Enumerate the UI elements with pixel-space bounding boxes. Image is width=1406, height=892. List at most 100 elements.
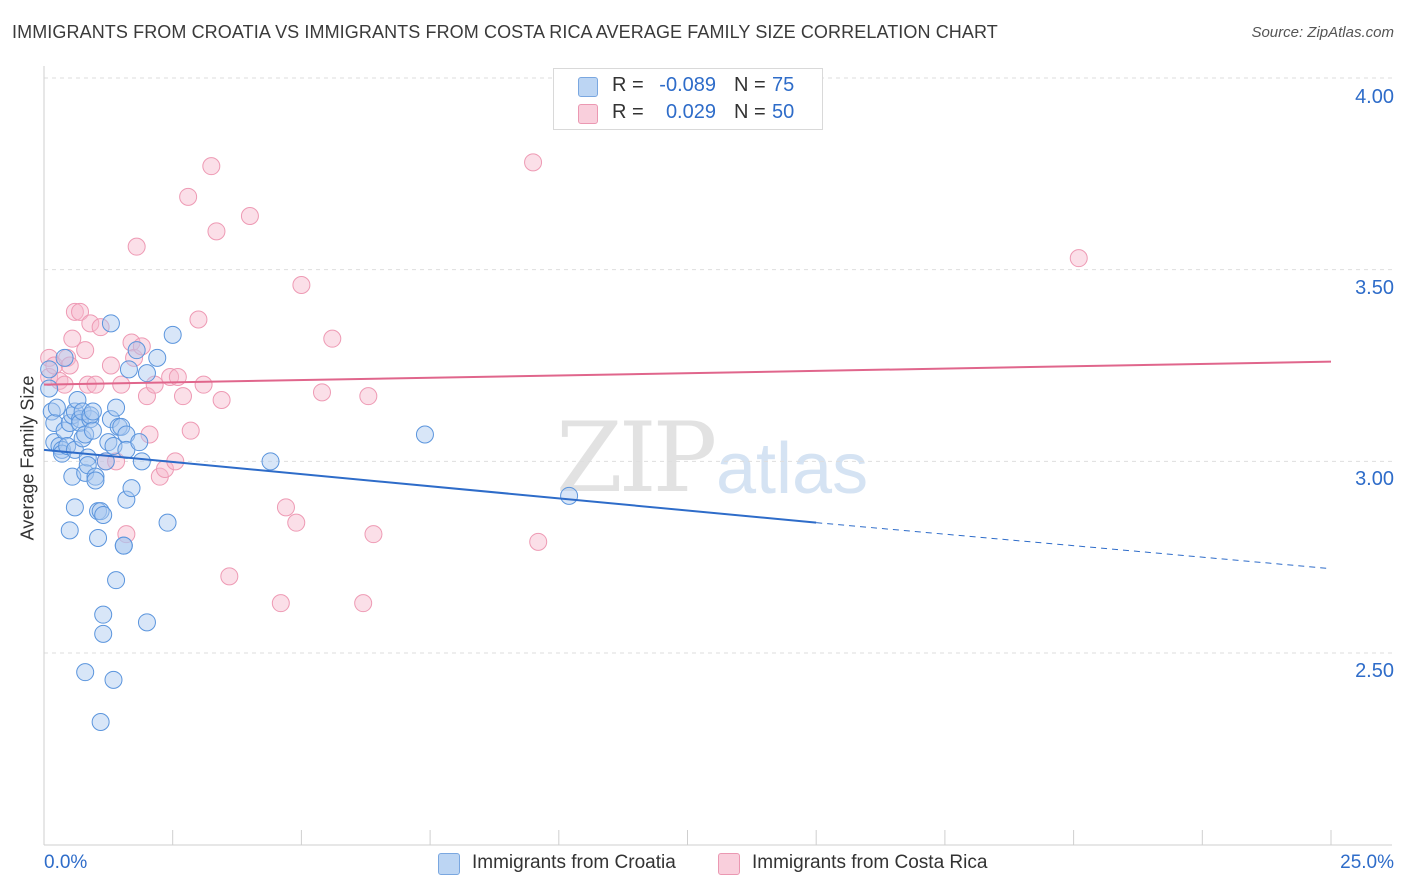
croatia-point: [130, 433, 149, 452]
y-axis-label: Average Family Size: [17, 375, 38, 541]
source-label: Source: ZipAtlas.com: [1251, 24, 1394, 41]
costa-rica-swatch: [578, 104, 598, 124]
croatia-point: [96, 452, 115, 471]
croatia-point: [55, 348, 74, 367]
croatia-point: [158, 513, 177, 532]
costa-rica-point: [91, 318, 110, 337]
costa-rica-point: [112, 375, 131, 394]
y-tick-label: 2.50: [1355, 660, 1394, 682]
grid-lines: [44, 77, 1392, 654]
axes: [43, 66, 1392, 846]
croatia-point: [137, 364, 156, 383]
croatia-point: [119, 360, 138, 379]
croatia-point: [148, 348, 167, 367]
costa-rica-point: [276, 498, 295, 517]
croatia-point: [86, 471, 105, 490]
costa-rica-point: [359, 387, 378, 406]
croatia-point: [137, 613, 156, 632]
croatia-point: [163, 325, 182, 344]
costa-rica-point: [81, 314, 100, 333]
y-tick-label: 4.00: [1355, 86, 1394, 108]
croatia-point: [86, 467, 105, 486]
costa-rica-point: [364, 525, 383, 544]
croatia-point: [40, 360, 59, 379]
croatia-point: [415, 425, 434, 444]
croatia-point: [114, 536, 133, 555]
legend-label: Immigrants from Costa Rica: [752, 852, 988, 873]
croatia-points: [40, 314, 579, 731]
costa-rica-point: [202, 157, 221, 176]
croatia-point: [68, 391, 87, 409]
n-value: 75: [772, 74, 795, 96]
costa-rica-point: [173, 387, 192, 406]
costa-rica-point: [312, 383, 331, 402]
croatia-point: [47, 398, 66, 417]
croatia-point: [91, 713, 110, 731]
costa-rica-point: [292, 276, 311, 294]
croatia-point: [101, 410, 120, 429]
costa-rica-point: [194, 375, 213, 394]
costa-rica-trend-line: [43, 360, 1332, 386]
costa-rica-point: [287, 513, 306, 532]
croatia-point: [107, 571, 126, 590]
costa-rica-swatch: [718, 853, 740, 875]
croatia-point: [132, 452, 151, 471]
croatia-point: [104, 670, 123, 689]
croatia-swatch: [578, 77, 598, 97]
croatia-point: [83, 402, 102, 421]
croatia-swatch: [438, 853, 460, 875]
costa-rica-point: [323, 329, 342, 348]
costa-rica-point: [189, 310, 208, 329]
costa-rica-point: [212, 391, 231, 409]
legend-label: Immigrants from Croatia: [472, 852, 676, 873]
croatia-point: [89, 529, 108, 547]
x-axis-min-label: 0.0%: [44, 852, 88, 873]
r-label: R =: [612, 74, 644, 96]
correlation-legend: R = -0.089 N = 75 R = 0.029 N = 50: [553, 68, 823, 130]
costa-rica-point: [240, 207, 259, 225]
costa-rica-points: [40, 153, 1088, 613]
croatia-point: [76, 663, 95, 682]
r-value: -0.089: [659, 74, 716, 96]
croatia-point: [127, 341, 146, 360]
trend-lines: [43, 360, 1332, 570]
r-value: 0.029: [665, 101, 716, 123]
costa-rica-point: [76, 341, 95, 360]
costa-rica-point: [524, 153, 543, 172]
costa-rica-point: [220, 567, 239, 586]
costa-rica-point: [63, 329, 82, 348]
y-tick-label: 3.50: [1355, 277, 1394, 299]
croatia-point: [60, 521, 79, 540]
croatia-point: [122, 479, 141, 498]
croatia-point: [65, 498, 84, 517]
costa-rica-point: [179, 187, 198, 206]
n-label: N =: [734, 74, 766, 96]
n-label: N =: [734, 101, 766, 123]
costa-rica-point: [529, 532, 548, 551]
croatia-point: [94, 624, 113, 643]
costa-rica-point: [207, 222, 226, 241]
costa-rica-point: [271, 594, 290, 613]
croatia-point: [107, 398, 126, 417]
costa-rica-point: [181, 421, 200, 440]
croatia-point: [83, 421, 102, 440]
watermark-zip: ZIP: [556, 402, 717, 514]
croatia-point: [40, 379, 59, 398]
croatia-point: [94, 506, 113, 524]
croatia-point: [101, 314, 120, 333]
croatia-trend-line: [43, 448, 817, 524]
croatia-point: [560, 486, 579, 505]
croatia-point: [45, 414, 64, 432]
costa-rica-point: [127, 237, 146, 256]
x-axis-max-label: 25.0%: [1340, 852, 1394, 873]
croatia-point: [261, 452, 280, 471]
costa-rica-point: [1069, 249, 1088, 268]
croatia-point: [94, 605, 113, 624]
costa-rica-point: [161, 368, 180, 386]
costa-rica-point: [117, 525, 136, 544]
n-value: 50: [772, 101, 795, 123]
croatia-trend-extension: [816, 522, 1332, 570]
costa-rica-point: [354, 594, 373, 613]
watermark-atlas: atlas: [716, 429, 869, 509]
